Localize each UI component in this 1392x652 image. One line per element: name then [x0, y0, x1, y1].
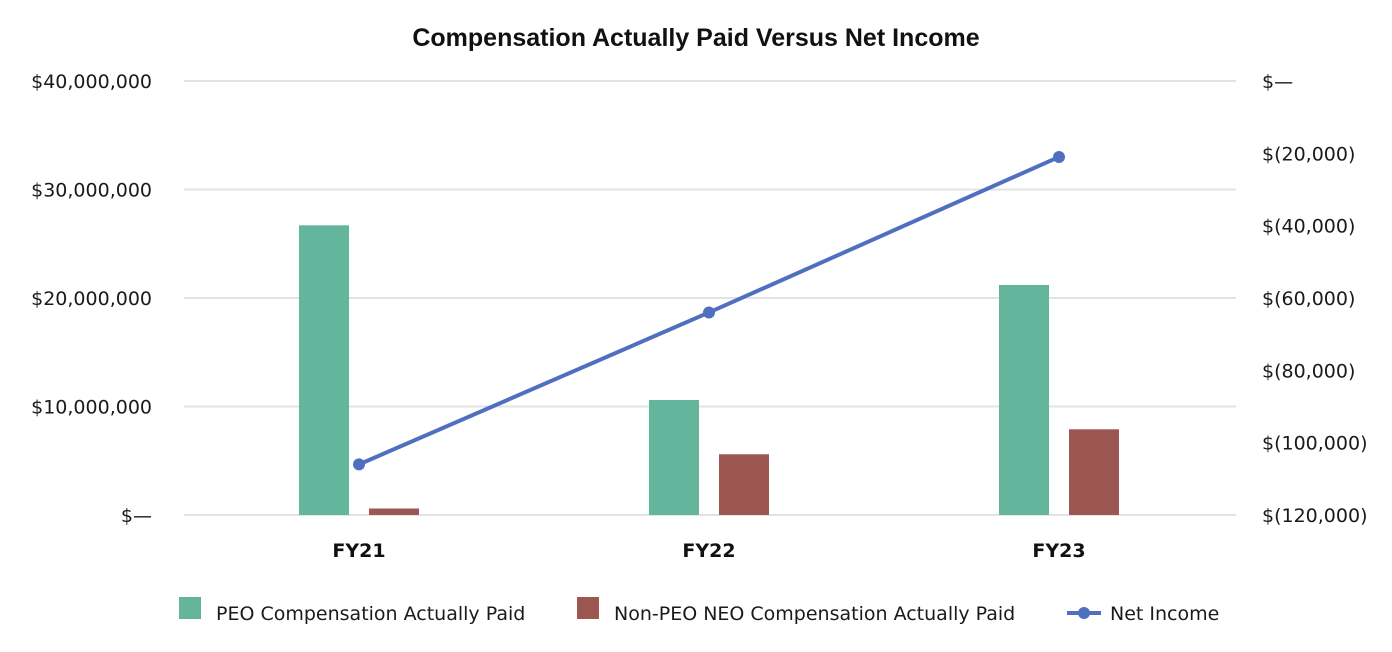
- net-income-point-fy22: [703, 306, 715, 319]
- bars: [299, 225, 1119, 515]
- non-peo-bar-fy23: [1069, 429, 1119, 515]
- right-tick-label: $(120,000): [1262, 505, 1367, 527]
- legend-swatch-0: [179, 597, 201, 619]
- legend: PEO Compensation Actually Paid Non-PEO NE…: [179, 597, 1219, 625]
- right-tick-label: $(100,000): [1262, 433, 1367, 455]
- chart-title: Compensation Actually Paid Versus Net In…: [412, 24, 979, 52]
- net-income-point-fy23: [1053, 150, 1065, 163]
- net-income-point-fy21: [353, 458, 365, 471]
- right-tick-label: $—: [1262, 71, 1293, 93]
- peo-bar-fy21: [299, 225, 349, 515]
- left-axis: $— $10,000,000 $20,000,000 $30,000,000 $40,0…: [31, 71, 152, 527]
- legend-label-0: PEO Compensation Actually Paid: [216, 603, 525, 625]
- left-tick-label: $10,000,000: [31, 397, 152, 419]
- peo-bar-fy23: [999, 284, 1049, 515]
- left-tick-label: $20,000,000: [31, 288, 152, 310]
- left-tick-label: $—: [121, 505, 152, 527]
- left-tick-label: $30,000,000: [31, 180, 152, 202]
- category-axis: FY21 FY22 FY23: [332, 540, 1085, 562]
- legend-swatch-1: [577, 597, 599, 619]
- gridlines: [184, 80, 1236, 516]
- category-label-fy21: FY21: [332, 540, 385, 562]
- legend-label-2: Net Income: [1110, 603, 1219, 625]
- left-tick-label: $40,000,000: [31, 71, 152, 93]
- peo-bar-fy22: [649, 399, 699, 515]
- non-peo-bar-fy21: [369, 508, 419, 515]
- category-label-fy23: FY23: [1032, 540, 1085, 562]
- right-tick-label: $(20,000): [1262, 143, 1355, 165]
- legend-line-marker: [1078, 607, 1090, 619]
- right-axis: $(120,000) $(100,000) $(80,000) $(60,000) $(…: [1262, 71, 1367, 527]
- right-tick-label: $(40,000): [1262, 216, 1355, 238]
- right-tick-label: $(80,000): [1262, 360, 1355, 382]
- non-peo-bar-fy22: [719, 454, 769, 515]
- right-tick-label: $(60,000): [1262, 288, 1355, 310]
- legend-label-1: Non-PEO NEO Compensation Actually Paid: [614, 603, 1015, 625]
- category-label-fy22: FY22: [682, 540, 735, 562]
- net-income-line-group: [353, 150, 1065, 471]
